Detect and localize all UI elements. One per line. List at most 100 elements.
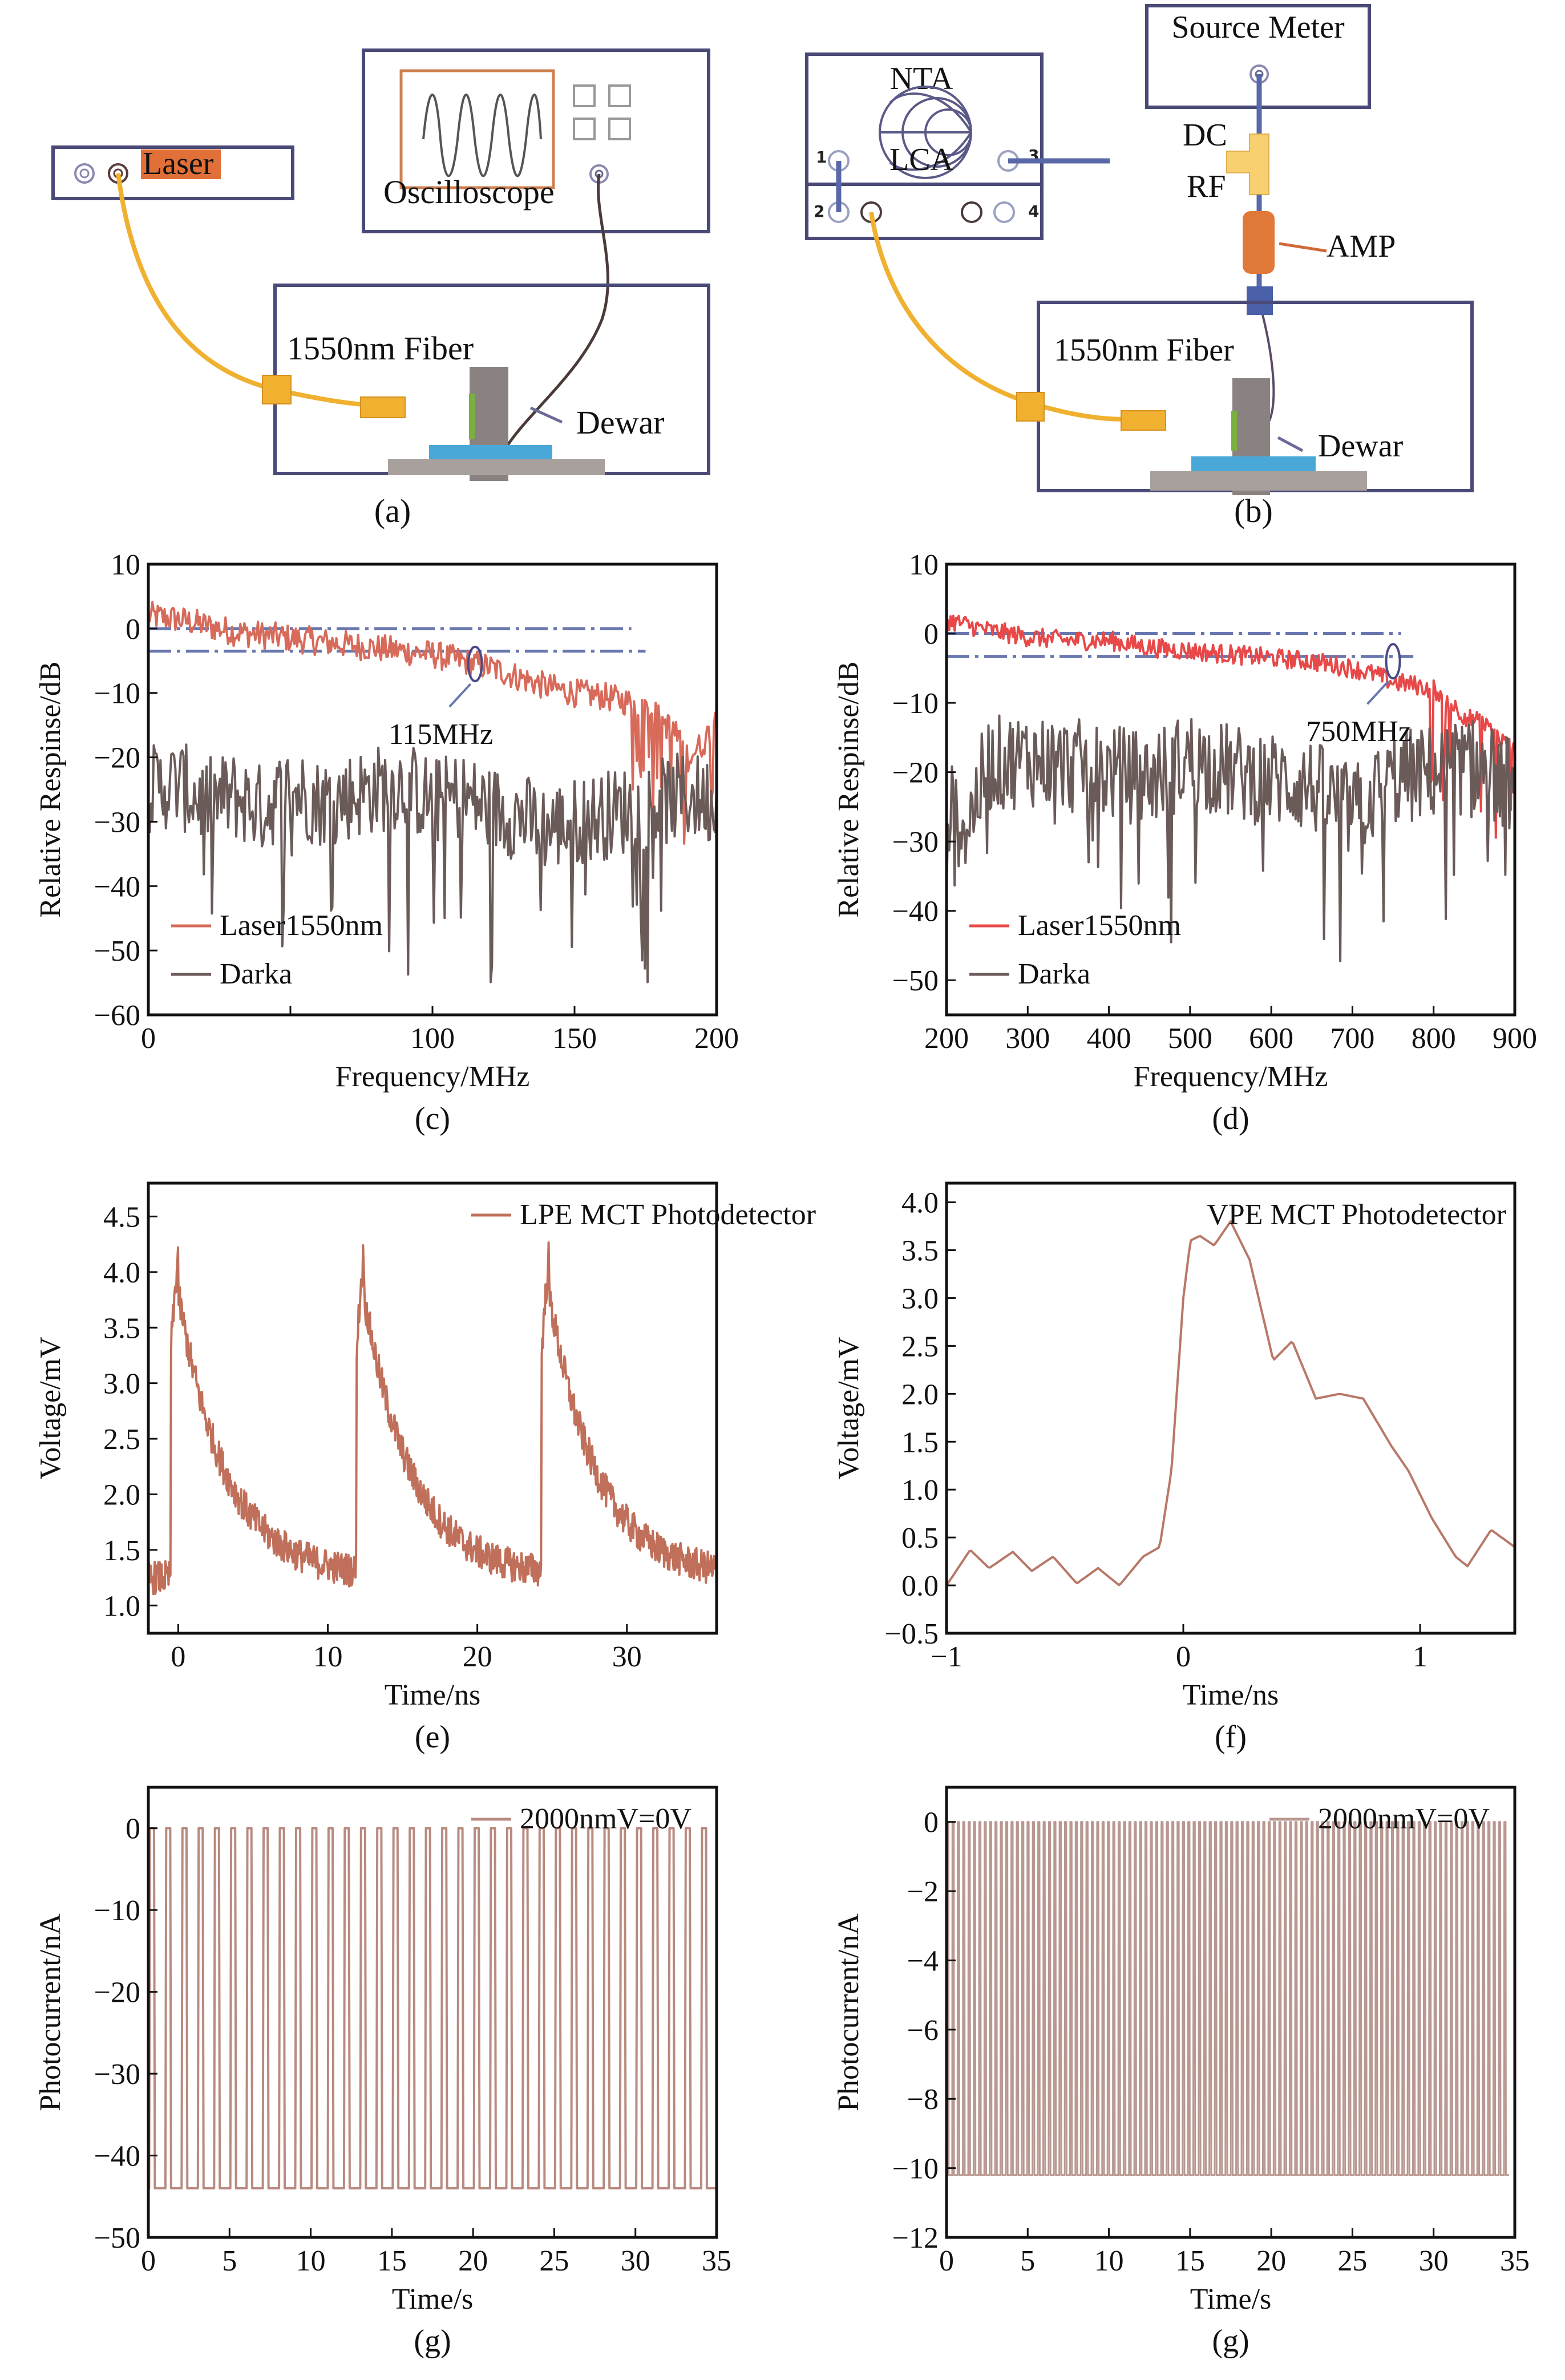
fiber-coupler-b — [1016, 392, 1045, 422]
x-tick-label-d-4: 600 — [1249, 1022, 1293, 1055]
port-label-4: 4 — [1028, 202, 1039, 221]
legend-label-c-1: Darka — [220, 958, 292, 990]
x-tick-label-c-0: 0 — [141, 1022, 156, 1055]
x-tick-label-d-2: 400 — [1087, 1022, 1131, 1055]
y-tick-label-g1-1: −10 — [94, 1895, 140, 1927]
legend-label-d-0: Laser1550nm — [1018, 909, 1181, 942]
x-axis-label-e: Time/ns — [385, 1679, 481, 1711]
x-axis-label-g1: Time/s — [392, 2283, 474, 2316]
chart-d: 750MHz 200 300 400 500 600 700 800 900 10 0 −10 −20 −… — [832, 549, 1537, 1136]
x-tick-label-e-1: 10 — [313, 1641, 343, 1673]
y-tick-label-e-7: 4.5 — [103, 1201, 140, 1233]
series-f-0 — [947, 1220, 1515, 1586]
laser-label-bg — [141, 149, 221, 179]
x-tick-label-g2-5: 25 — [1337, 2245, 1367, 2277]
x-tick-label-d-7: 900 — [1493, 1022, 1537, 1055]
fiber-label-b: 1550nm Fiber — [1054, 333, 1234, 368]
x-axis-label-f: Time/ns — [1183, 1679, 1279, 1711]
y-tick-label-f-2: 0.5 — [901, 1522, 939, 1555]
dewar-label-b: Dewar — [1318, 428, 1404, 464]
x-tick-label-g2-2: 10 — [1094, 2245, 1124, 2277]
oscilloscope-label: Oscilloscope — [383, 173, 555, 211]
y-tick-label-d-0: 10 — [909, 549, 939, 581]
y-tick-label-e-1: 1.5 — [103, 1535, 140, 1567]
y-tick-label-f-8: 3.5 — [901, 1235, 939, 1268]
plot-area-c — [148, 601, 717, 983]
y-tick-label-e-6: 4.0 — [103, 1257, 140, 1289]
axes-frame-g2 — [945, 1786, 1517, 2239]
laser-port-1-icon — [74, 163, 95, 184]
caption-g2: (g) — [1212, 2324, 1249, 2359]
caption-d: (d) — [1212, 1101, 1249, 1136]
annotation-arrow-d — [1366, 680, 1390, 705]
x-tick-label-d-3: 500 — [1168, 1022, 1212, 1055]
y-axis-label-c: Relative Respinse/dB — [34, 661, 67, 917]
legend-label-c-0: Laser1550nm — [220, 909, 383, 942]
y-tick-label-g2-0: 0 — [924, 1807, 939, 1839]
axes-frame-e — [147, 1181, 718, 1635]
x-tick-label-g1-7: 35 — [702, 2245, 731, 2277]
annotation-arrow-c — [448, 683, 472, 708]
legend-label-f-0: VPE MCT Photodetector — [1207, 1199, 1506, 1231]
laser-label: Laser — [143, 146, 214, 181]
y-axis-label-d: Relative Respinse/dB — [832, 661, 865, 917]
y-tick-label-g2-2: −4 — [907, 1945, 939, 1977]
y-tick-label-c-2: −10 — [94, 678, 140, 710]
x-tick-label-f-0: −1 — [931, 1641, 962, 1673]
panel-b-diagram: Source Meter NTA LCA 1 2 3 4 DC RF — [805, 4, 1474, 529]
legend-label-d-1: Darka — [1018, 958, 1090, 990]
x-tick-label-f-2: 1 — [1413, 1641, 1427, 1673]
port-label-2: 2 — [814, 202, 824, 221]
nta-port-dark-icon — [961, 201, 982, 223]
fiber-collimator — [360, 396, 406, 418]
y-tick-label-f-1: 0.0 — [901, 1570, 939, 1602]
stage-base — [388, 459, 605, 475]
scope-button-3 — [573, 118, 596, 140]
amp-arrow — [1279, 242, 1327, 253]
caption-c: (c) — [415, 1101, 450, 1136]
bias-tee-icon — [1226, 133, 1269, 195]
y-tick-label-f-7: 3.0 — [901, 1282, 939, 1315]
y-tick-label-g2-6: −12 — [892, 2222, 939, 2254]
dc-label: DC — [1183, 118, 1227, 153]
plot-area-d — [947, 614, 1515, 962]
series-g1-0 — [148, 1827, 717, 2189]
chart-g2: 0 5 10 15 20 25 30 35 0 −2 −4 −6 −8 −10 −12 Time/s Photo… — [832, 1786, 1530, 2359]
x-tick-label-d-5: 700 — [1330, 1022, 1374, 1055]
annotation-ellipse-d — [1385, 643, 1401, 680]
legend-label-e-0: LPE MCT Photodetector — [520, 1199, 816, 1231]
detector-window — [469, 394, 475, 439]
source-meter-label: Source Meter — [1171, 10, 1345, 45]
legend-label-g2-0: 2000nmV=0V — [1318, 1803, 1490, 1835]
x-tick-label-c-2: 100 — [410, 1022, 455, 1055]
axes-frame-f — [945, 1181, 1517, 1635]
y-tick-label-c-6: −50 — [94, 935, 140, 968]
y-tick-label-g1-5: −50 — [94, 2222, 140, 2254]
x-tick-label-c-3: 150 — [552, 1022, 597, 1055]
x-axis-label-c: Frequency/MHz — [335, 1061, 530, 1093]
x-tick-label-g2-4: 20 — [1256, 2245, 1286, 2277]
scope-button-4 — [608, 118, 631, 140]
y-tick-label-d-3: −20 — [892, 757, 939, 790]
y-tick-label-g1-4: −40 — [94, 2140, 140, 2173]
x-tick-label-c-4: 200 — [694, 1022, 739, 1055]
x-tick-label-e-2: 20 — [463, 1641, 492, 1673]
x-axis-label-d: Frequency/MHz — [1134, 1061, 1328, 1093]
stage-top-b — [1191, 456, 1316, 471]
y-tick-label-e-0: 1.0 — [103, 1590, 140, 1622]
series-d-0 — [947, 614, 1515, 839]
amplifier — [1243, 211, 1275, 274]
laser-port-1-inner-icon — [79, 168, 90, 179]
scope-button-1 — [573, 84, 596, 107]
series-c-1 — [148, 743, 717, 983]
caption-f: (f) — [1215, 1719, 1247, 1755]
axes-frame-g1 — [147, 1786, 718, 2239]
x-tick-label-e-3: 30 — [612, 1641, 642, 1673]
series-e-0 — [148, 1241, 717, 1596]
y-tick-label-f-3: 1.0 — [901, 1474, 939, 1507]
x-tick-label-g1-5: 25 — [539, 2245, 569, 2277]
fiber-collimator-b — [1121, 410, 1166, 431]
x-tick-label-g2-1: 5 — [1020, 2245, 1035, 2277]
x-tick-label-f-1: 0 — [1176, 1641, 1191, 1673]
panel-a-diagram: Laser Oscilloscope 1550nm Fiber Dewar (a… — [51, 48, 710, 529]
